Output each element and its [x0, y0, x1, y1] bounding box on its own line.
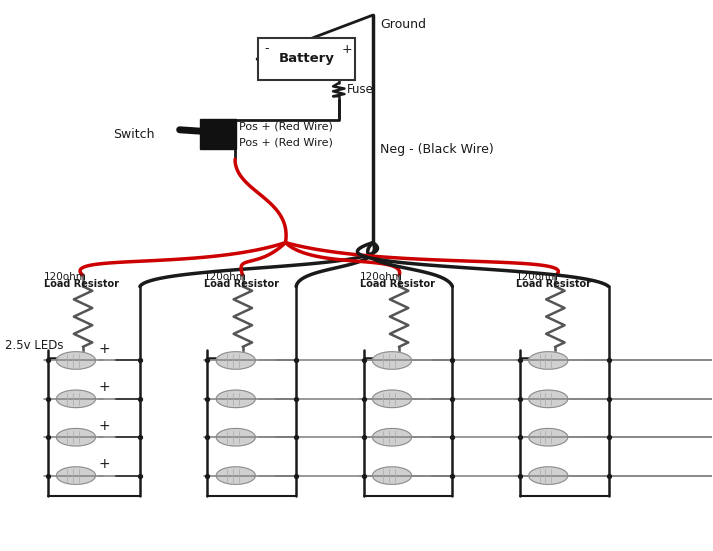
Polygon shape [372, 467, 411, 484]
Polygon shape [529, 390, 568, 408]
Polygon shape [56, 429, 96, 446]
Polygon shape [56, 467, 96, 484]
Text: Pos + (Red Wire): Pos + (Red Wire) [239, 121, 332, 131]
Text: Ground: Ground [380, 18, 426, 31]
Polygon shape [216, 467, 255, 484]
Polygon shape [529, 467, 568, 484]
Text: 120ohm: 120ohm [204, 272, 247, 282]
Text: +: + [342, 42, 353, 56]
Text: Battery: Battery [279, 52, 334, 66]
Text: +: + [98, 419, 111, 433]
Polygon shape [529, 352, 568, 369]
Polygon shape [216, 352, 255, 369]
Polygon shape [216, 390, 255, 408]
Text: 120ohm: 120ohm [516, 272, 559, 282]
Text: +: + [98, 380, 111, 395]
Text: 2.5v LEDs: 2.5v LEDs [5, 339, 63, 352]
Text: Load Resistor: Load Resistor [516, 279, 591, 289]
FancyBboxPatch shape [259, 37, 355, 80]
Text: +: + [98, 342, 111, 356]
Polygon shape [56, 352, 96, 369]
Text: Pos + (Red Wire): Pos + (Red Wire) [239, 137, 332, 147]
Text: Switch: Switch [113, 128, 155, 141]
Polygon shape [372, 429, 411, 446]
Polygon shape [56, 390, 96, 408]
Text: +: + [98, 457, 111, 471]
Text: Neg - (Black Wire): Neg - (Black Wire) [380, 143, 493, 156]
Text: 120ohm: 120ohm [360, 272, 403, 282]
Text: Load Resistor: Load Resistor [360, 279, 435, 289]
FancyBboxPatch shape [200, 119, 236, 149]
Polygon shape [216, 429, 255, 446]
Polygon shape [529, 429, 568, 446]
Polygon shape [372, 352, 411, 369]
Text: 120ohm: 120ohm [44, 272, 87, 282]
Text: Load Resistor: Load Resistor [204, 279, 279, 289]
Polygon shape [372, 390, 411, 408]
Text: Load Resistor: Load Resistor [44, 279, 119, 289]
Text: -: - [264, 42, 269, 56]
Text: Fuse: Fuse [347, 83, 374, 96]
